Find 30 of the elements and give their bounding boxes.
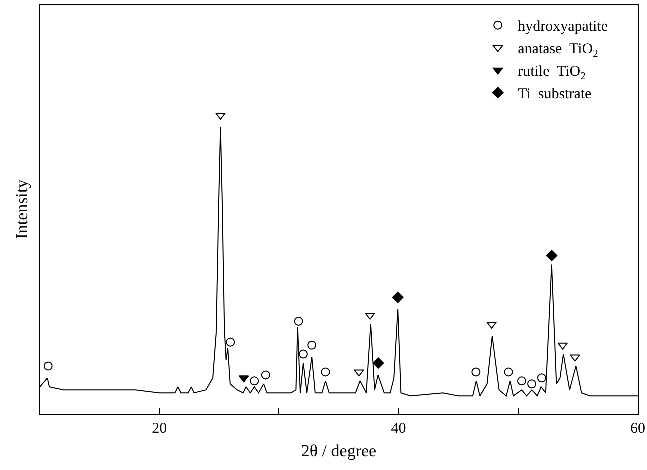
point xyxy=(298,350,308,359)
point xyxy=(392,292,404,304)
point xyxy=(504,368,514,377)
legend-label: hydroxyapatite xyxy=(518,19,608,36)
point xyxy=(44,362,53,371)
legend-label: rutile TiO$_{2}$ xyxy=(518,64,586,82)
point xyxy=(365,312,376,320)
point xyxy=(570,354,580,362)
point xyxy=(528,380,537,389)
legend-label: Ti substrate xyxy=(518,86,592,103)
x-tick-label: 60 xyxy=(630,421,646,437)
point xyxy=(294,316,304,326)
x-tick-label: 20 xyxy=(152,421,168,437)
point xyxy=(226,338,236,347)
point xyxy=(216,112,226,120)
x-tick-label: 40 xyxy=(391,421,406,437)
point xyxy=(486,322,497,329)
point xyxy=(321,368,330,377)
y-axis-title: Intensity xyxy=(12,179,32,240)
point xyxy=(261,370,270,380)
point xyxy=(308,340,317,350)
point xyxy=(517,376,526,386)
point xyxy=(372,358,384,369)
point xyxy=(354,370,364,377)
point xyxy=(250,376,260,386)
point xyxy=(537,374,546,383)
legend-label: anatase TiO$_{2}$ xyxy=(518,42,598,60)
point xyxy=(472,368,481,377)
x-axis-title: 2θ / degree xyxy=(301,441,377,460)
point xyxy=(546,250,558,262)
